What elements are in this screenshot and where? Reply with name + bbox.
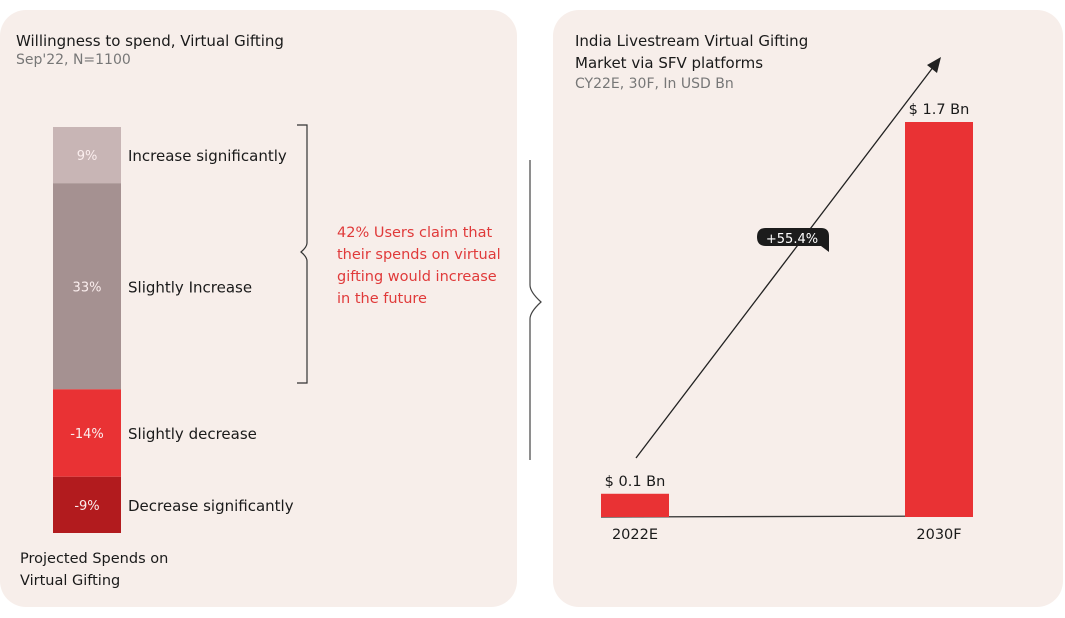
bracket — [297, 124, 308, 384]
growth-bubble — [757, 228, 829, 252]
bar-2030F — [905, 122, 973, 517]
segment-value-label: 33% — [73, 280, 102, 295]
segment-value-label: -9% — [74, 499, 99, 514]
stacked-segment — [53, 127, 121, 184]
stacked-segment — [53, 389, 121, 477]
left-chart-subtitle: Sep'22, N=1100 — [16, 52, 131, 68]
segment-category-label: Increase significantly — [128, 147, 287, 165]
arrow-head-icon — [927, 57, 941, 73]
stacked-segment — [53, 183, 121, 390]
x-tick-label: 2022E — [612, 527, 658, 543]
growth-arrow-line — [635, 65, 935, 459]
segment-category-label: Decrease significantly — [128, 497, 294, 515]
segment-value-label: -14% — [70, 427, 104, 442]
segment-category-label: Slightly decrease — [128, 425, 257, 443]
bar-2022E — [601, 493, 669, 517]
stacked-segment — [53, 476, 121, 533]
x-tick-label: 2030F — [916, 527, 961, 543]
right-chart-subtitle: CY22E, 30F, In USD Bn — [575, 76, 734, 92]
right-chart-title: India Livestream Virtual Gifting Market … — [575, 32, 809, 72]
growth-rate-label: +55.4% — [766, 232, 818, 247]
segment-category-label: Slightly Increase — [128, 278, 252, 296]
bracket-annotation: 42% Users claim that their spends on vir… — [337, 225, 501, 307]
panel-divider-brace — [529, 160, 542, 460]
segment-value-label: 9% — [77, 149, 98, 164]
bar-data-label: $ 1.7 Bn — [909, 102, 970, 118]
left-chart-title: Willingness to spend, Virtual Gifting — [16, 32, 284, 50]
left-chart-xlabel: Projected Spends on Virtual Gifting — [20, 551, 169, 589]
bar-data-label: $ 0.1 Bn — [605, 474, 666, 490]
